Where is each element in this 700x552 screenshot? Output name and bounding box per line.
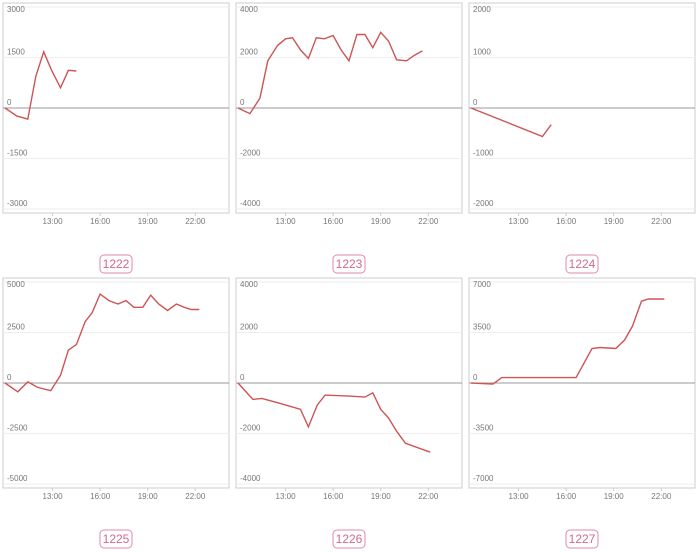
chart-title: 1225 [103,532,130,546]
title-box [565,529,599,549]
y-tick-label: 4000 [240,280,258,289]
y-tick-label: -1000 [473,149,494,158]
line [4,293,200,393]
y-tick-label: 7000 [473,280,491,289]
x-tick-label: 16:00 [556,217,577,226]
chart-title: 1226 [336,532,363,546]
y-tick-label: 0 [7,373,12,382]
x-tick-label: 19:00 [604,217,625,226]
y-tick-label: 3500 [473,323,491,332]
line [237,31,423,115]
chart-title: 1223 [336,257,363,271]
y-tick-label: -2000 [240,424,261,433]
y-tick-label: 0 [473,98,478,107]
y-tick-label: -2000 [240,149,261,158]
y-tick-label: 2000 [240,323,258,332]
y-tick-label: 4000 [240,5,258,14]
y-tick-label: 1000 [473,48,491,57]
title-box [565,254,599,274]
x-tick-label: 19:00 [604,492,625,501]
y-tick-label: 0 [473,373,478,382]
title-box [99,529,133,549]
x-tick-label: 13:00 [276,492,297,501]
y-tick-label: 5000 [7,280,25,289]
chart-title: 1222 [103,257,130,271]
title-box [332,529,366,549]
line [237,382,431,453]
y-tick-label: 3000 [7,5,25,14]
x-tick-label: 16:00 [90,217,111,226]
x-tick-label: 22:00 [185,217,206,226]
x-tick-label: 16:00 [90,492,111,501]
title-box [99,254,133,274]
x-tick-label: 13:00 [509,492,530,501]
x-tick-label: 16:00 [323,217,344,226]
x-tick-label: 22:00 [418,217,439,226]
chart-title: 1224 [569,257,596,271]
x-tick-label: 19:00 [371,217,392,226]
x-tick-label: 22:00 [651,492,672,501]
y-tick-label: -1500 [7,149,28,158]
line [470,298,665,385]
y-tick-label: -3000 [7,199,28,208]
y-tick-label: 2500 [7,323,25,332]
y-tick-label: -2500 [7,424,28,433]
y-tick-label: -4000 [240,474,261,483]
line [4,49,77,120]
y-tick-label: 0 [240,373,245,382]
y-tick-label: 1500 [7,48,25,57]
y-tick-label: 2000 [473,5,491,14]
x-tick-label: 13:00 [276,217,297,226]
y-tick-label: 2000 [240,48,258,57]
x-tick-label: 22:00 [418,492,439,501]
y-tick-label: -5000 [7,474,28,483]
y-tick-label: -7000 [473,474,494,483]
x-tick-label: 22:00 [185,492,206,501]
line [470,107,552,138]
y-tick-label: -4000 [240,199,261,208]
title-box [332,254,366,274]
x-tick-label: 19:00 [371,492,392,501]
x-tick-label: 22:00 [651,217,672,226]
x-tick-label: 19:00 [138,492,159,501]
x-tick-label: 13:00 [509,217,530,226]
y-tick-label: 0 [240,98,245,107]
x-tick-label: 19:00 [138,217,159,226]
x-tick-label: 13:00 [43,217,64,226]
y-tick-label: -2000 [473,199,494,208]
y-tick-label: 0 [7,98,12,107]
y-tick-label: -3500 [473,424,494,433]
chart-title: 1227 [569,532,596,546]
x-tick-label: 16:00 [556,492,577,501]
x-tick-label: 16:00 [323,492,344,501]
x-tick-label: 13:00 [43,492,64,501]
